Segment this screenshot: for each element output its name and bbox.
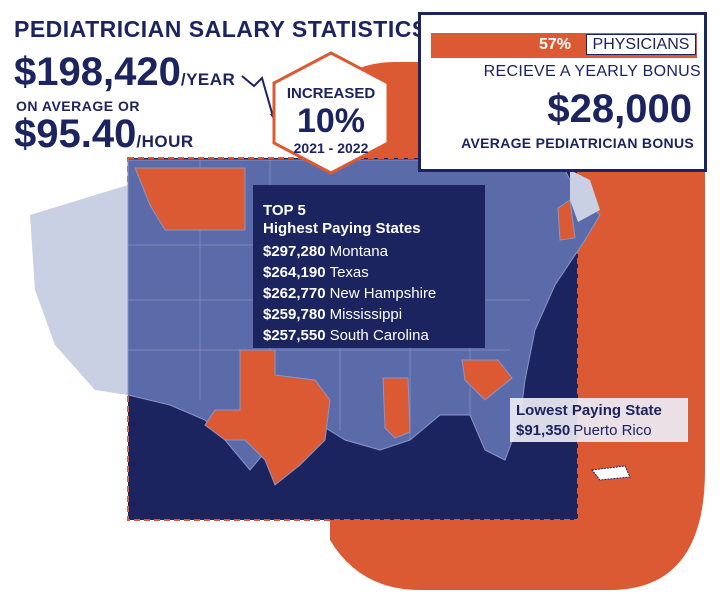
bonus-caption: AVERAGE PEDIATRICIAN BONUS [461,135,694,151]
lowest-state-row: $91,350 Puerto Rico [516,422,652,439]
salary-yearly: $198,420/YEAR [14,50,235,95]
lowest-state-amount: $91,350 [516,422,571,439]
lowest-state-box: Lowest Paying State $91,350 Puerto Rico [510,398,688,442]
list-item: $297,280 Montana [263,243,388,260]
state-amount: $259,780 [263,306,326,323]
state-amount: $262,770 [263,285,326,302]
top-states-title: TOP 5 [263,202,306,219]
list-item: $257,550 South Carolina [263,327,429,344]
increase-hexagon [272,51,390,175]
lowest-state-name: Puerto Rico [573,422,652,439]
state-name: New Hampshire [329,285,437,302]
top-states-subtitle: Highest Paying States [263,220,421,237]
state-name: Montana [329,243,388,260]
bonus-percent: 57% [539,36,572,53]
bonus-bar: 57% PHYSICIANS [431,33,697,58]
state-name: Texas [329,264,369,281]
salary-yearly-value: $198,420 [14,50,181,94]
salary-hourly-value: $95.40 [14,112,137,156]
state-name: South Carolina [329,327,429,344]
salary-hourly: $95.40/HOUR [14,112,194,157]
bonus-description: RECIEVE A YEARLY BONUS [483,63,701,80]
increase-label: INCREASED [286,85,376,102]
state-amount: $257,550 [263,327,326,344]
list-item: $262,770 New Hampshire [263,285,436,302]
salary-yearly-unit: /YEAR [180,70,236,89]
salary-hourly-unit: /HOUR [136,132,194,151]
lowest-state-title: Lowest Paying State [516,402,662,419]
bonus-amount: $28,000 [547,87,692,131]
increase-value: 10% [296,102,366,140]
increase-period: 2021 - 2022 [293,140,369,156]
state-name: Mississippi [329,306,403,323]
salary-connector: ON AVERAGE OR [16,98,140,114]
state-amount: $297,280 [263,243,326,260]
bonus-box: 57% PHYSICIANS RECIEVE A YEARLY BONUS $2… [418,12,707,172]
page-title: PEDIATRICIAN SALARY STATISTICS [14,16,428,42]
bonus-group: PHYSICIANS [586,34,696,55]
state-amount: $264,190 [263,264,326,281]
list-item: $259,780 Mississippi [263,306,402,323]
top-states-box: TOP 5 Highest Paying States $297,280 Mont… [253,185,485,348]
list-item: $264,190 Texas [263,264,369,281]
